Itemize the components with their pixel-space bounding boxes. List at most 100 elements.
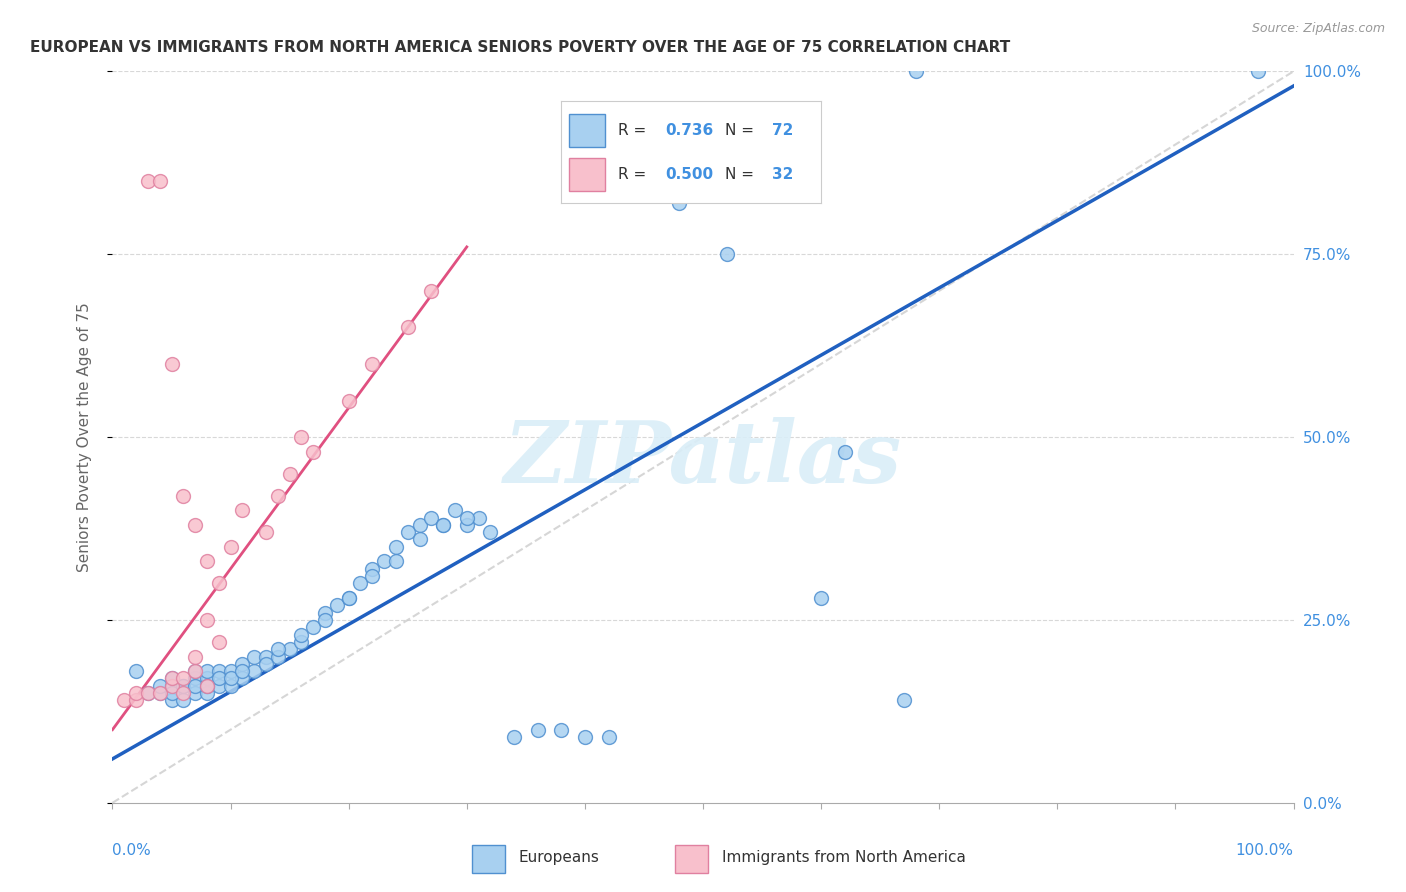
Point: [231, 664, 253, 678]
Point: [668, 196, 690, 211]
Point: [208, 672, 231, 686]
Point: [149, 686, 172, 700]
Point: [467, 510, 489, 524]
Point: [243, 649, 266, 664]
Point: [290, 627, 312, 641]
Point: [420, 510, 443, 524]
Point: [125, 693, 148, 707]
Point: [195, 686, 218, 700]
Point: [136, 686, 159, 700]
Point: [231, 672, 253, 686]
Point: [834, 444, 856, 458]
Point: [219, 672, 242, 686]
Point: [361, 357, 384, 371]
Point: [550, 723, 572, 737]
Point: [337, 393, 360, 408]
Point: [219, 679, 242, 693]
Point: [160, 693, 183, 707]
Point: [160, 357, 183, 371]
Point: [904, 64, 927, 78]
Point: [267, 489, 290, 503]
Point: [432, 517, 454, 532]
Point: [172, 672, 194, 686]
Point: [385, 554, 408, 568]
Point: [172, 686, 194, 700]
Point: [526, 723, 548, 737]
Point: [598, 730, 620, 744]
Point: [267, 642, 290, 657]
Point: [195, 613, 218, 627]
Point: [231, 503, 253, 517]
Point: [195, 664, 218, 678]
Point: [290, 635, 312, 649]
Point: [219, 664, 242, 678]
Point: [373, 554, 395, 568]
Point: [408, 533, 430, 547]
Point: [184, 664, 207, 678]
Point: [243, 664, 266, 678]
Point: [184, 517, 207, 532]
Point: [314, 606, 336, 620]
Point: [184, 679, 207, 693]
Point: [149, 174, 172, 188]
Point: [208, 576, 231, 591]
Point: [149, 679, 172, 693]
Point: [172, 679, 194, 693]
Point: [136, 174, 159, 188]
Text: 100.0%: 100.0%: [1236, 843, 1294, 858]
Point: [302, 620, 325, 634]
Point: [112, 693, 135, 707]
Point: [184, 664, 207, 678]
Point: [184, 672, 207, 686]
Point: [396, 525, 419, 540]
Point: [195, 672, 218, 686]
Y-axis label: Seniors Poverty Over the Age of 75: Seniors Poverty Over the Age of 75: [77, 302, 91, 572]
Point: [810, 591, 832, 605]
Point: [456, 517, 478, 532]
Point: [184, 649, 207, 664]
Point: [160, 686, 183, 700]
Point: [160, 679, 183, 693]
Point: [396, 320, 419, 334]
Point: [208, 664, 231, 678]
Point: [479, 525, 502, 540]
Point: [231, 657, 253, 671]
Point: [278, 642, 301, 657]
Text: Source: ZipAtlas.com: Source: ZipAtlas.com: [1251, 22, 1385, 36]
Point: [125, 664, 148, 678]
Point: [160, 672, 183, 686]
Point: [184, 686, 207, 700]
Point: [302, 444, 325, 458]
Point: [267, 649, 290, 664]
Point: [208, 635, 231, 649]
Text: EUROPEAN VS IMMIGRANTS FROM NORTH AMERICA SENIORS POVERTY OVER THE AGE OF 75 COR: EUROPEAN VS IMMIGRANTS FROM NORTH AMERIC…: [30, 40, 1010, 55]
Point: [219, 540, 242, 554]
Point: [349, 576, 371, 591]
Point: [503, 730, 526, 744]
Point: [195, 679, 218, 693]
Point: [1247, 64, 1270, 78]
Point: [254, 649, 277, 664]
Point: [172, 489, 194, 503]
Point: [172, 693, 194, 707]
Point: [149, 686, 172, 700]
Point: [326, 599, 349, 613]
Point: [337, 591, 360, 605]
Point: [385, 540, 408, 554]
Text: ZIPatlas: ZIPatlas: [503, 417, 903, 500]
Point: [160, 672, 183, 686]
Point: [160, 679, 183, 693]
Point: [195, 679, 218, 693]
Point: [574, 730, 596, 744]
Point: [254, 525, 277, 540]
Point: [290, 430, 312, 444]
Point: [125, 686, 148, 700]
Point: [278, 467, 301, 481]
Point: [893, 693, 915, 707]
Point: [195, 554, 218, 568]
Point: [456, 510, 478, 524]
Text: 0.0%: 0.0%: [112, 843, 152, 858]
Point: [420, 284, 443, 298]
Point: [361, 569, 384, 583]
Point: [172, 679, 194, 693]
